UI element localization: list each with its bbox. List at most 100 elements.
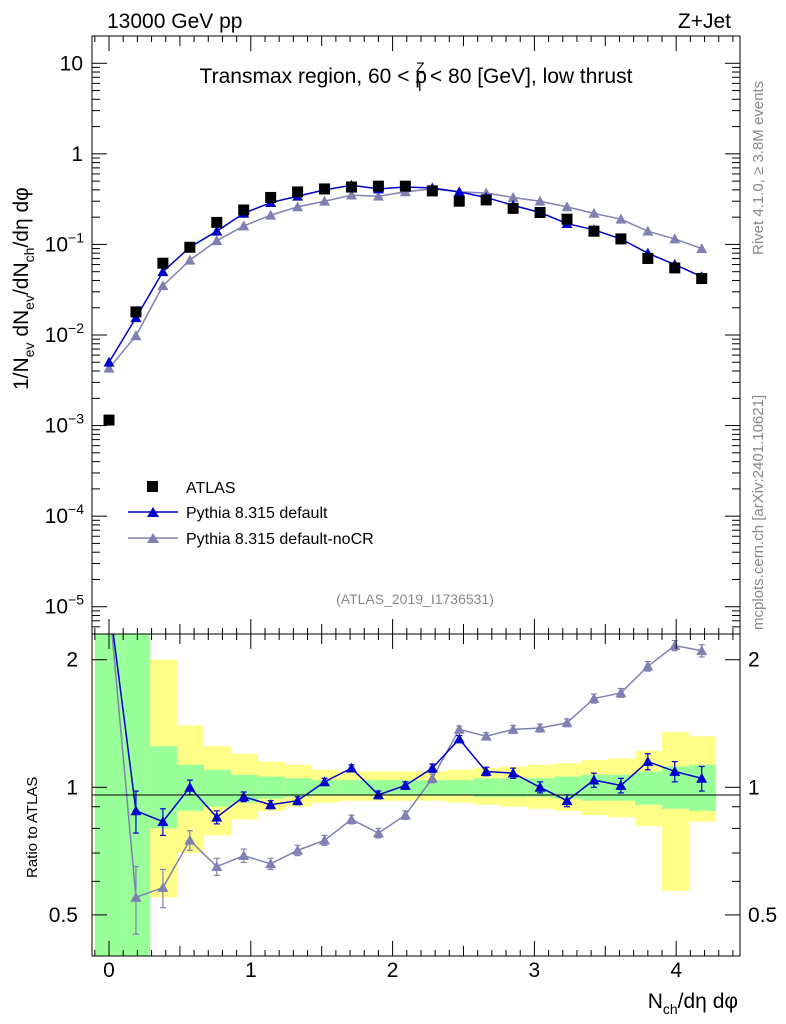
band-inner-bin	[284, 778, 312, 797]
main-atlas-point	[345, 181, 357, 193]
ratio-nocr-point	[426, 772, 438, 783]
main-atlas-point	[103, 414, 115, 426]
band-inner-bin	[338, 780, 366, 795]
legend-nocr-label: Pythia 8.315 default-noCR	[186, 531, 374, 548]
ratio-default-point	[157, 816, 169, 827]
main-nocr-point	[345, 189, 357, 200]
main-y-tick-label: 10−3	[45, 411, 85, 438]
main-nocr-point	[615, 213, 627, 224]
ratio-nocr-point	[507, 723, 519, 734]
band-inner-bin	[500, 778, 528, 797]
band-inner-bin	[446, 780, 474, 795]
uncertainty-bands	[94, 634, 716, 956]
energy-label: 13000 GeV pp	[107, 10, 242, 33]
main-nocr-point	[238, 220, 250, 231]
band-inner-bin	[365, 780, 393, 795]
main-atlas-point	[696, 273, 708, 285]
main-default-point	[103, 356, 115, 367]
main-atlas-point	[669, 262, 681, 274]
ratio-default-point	[507, 767, 519, 778]
plot-title: Transmax region, 60 < pZ T < 80 [GeV], lo…	[200, 59, 633, 94]
mcplots-source-label: mcplots.cern.ch [arXiv:2401.10621]	[750, 395, 767, 630]
ratio-default-point	[399, 779, 411, 790]
x-tick-label: 3	[529, 959, 541, 982]
main-atlas-point	[319, 183, 331, 195]
ratio-nocr-point	[615, 687, 627, 698]
ratio-nocr-point	[372, 827, 384, 838]
main-atlas-point	[399, 180, 411, 192]
main-atlas-point	[184, 241, 196, 253]
ratio-nocr-point	[130, 891, 142, 902]
rivet-version-label: Rivet 4.1.0, ≥ 3.8M events	[750, 81, 767, 255]
main-atlas-point	[615, 233, 627, 245]
legend-default-label: Pythia 8.315 default	[186, 505, 328, 522]
ratio-default-point	[615, 779, 627, 790]
ratio-default-point	[211, 811, 223, 822]
main-series-layer	[103, 179, 708, 426]
main-y-tick-label: 10−2	[45, 320, 85, 347]
legend-nocr-marker	[147, 533, 159, 543]
main-atlas-point	[480, 194, 492, 206]
ratio-nocr-point	[157, 882, 169, 893]
main-y-tick-label: 10−4	[45, 501, 85, 528]
band-inner-bin	[150, 746, 178, 829]
process-label: Z+Jet	[678, 10, 731, 33]
ratio-nocr-point	[184, 834, 196, 845]
ratio-series-layer	[104, 595, 708, 935]
band-inner-bin	[635, 771, 663, 805]
ratio-default-point	[426, 762, 438, 773]
legend-atlas-label: ATLAS	[186, 480, 236, 497]
ratio-y-tick-label-right: 2	[748, 649, 760, 672]
ratio-nocr-point	[696, 645, 708, 656]
ratio-default-point	[642, 756, 654, 766]
main-atlas-point	[211, 216, 223, 228]
main-nocr-point	[507, 191, 519, 202]
ratio-default-point	[696, 772, 708, 783]
axis-ticks	[92, 35, 740, 956]
ratio-default-point	[319, 776, 331, 787]
x-axis-title: Nch/dη dφ	[648, 990, 738, 1017]
main-atlas-point	[534, 207, 546, 219]
main-default-point	[211, 225, 223, 236]
main-atlas-point	[265, 191, 277, 203]
ratio-default-point	[534, 781, 546, 792]
main-nocr-point	[103, 362, 115, 373]
x-tick-label: 0	[103, 959, 115, 982]
legend-atlas-marker	[147, 481, 158, 492]
ratio-default-point	[238, 791, 250, 802]
ratio-y-tick-label-left: 0.5	[49, 904, 78, 927]
main-nocr-point	[319, 195, 331, 206]
ratio-default-point	[453, 733, 465, 744]
ratio-nocr-point	[642, 660, 654, 671]
main-nocr-point	[292, 201, 304, 212]
analysis-watermark: (ATLAS_2019_I1736531)	[336, 591, 494, 607]
main-nocr-point	[157, 280, 169, 291]
ratio-default-point	[265, 799, 277, 810]
legend: ATLAS Pythia 8.315 default Pythia 8.315 …	[128, 480, 374, 548]
main-nocr-point	[561, 201, 573, 212]
band-inner-bin	[688, 764, 716, 811]
main-y-tick-label: 10−1	[45, 229, 85, 256]
main-nocr-point	[372, 190, 384, 201]
ratio-y-tick-label-left: 2	[66, 649, 78, 672]
ratio-nocr-point	[292, 844, 304, 855]
band-outer-bin	[662, 732, 689, 891]
band-inner-bin	[204, 769, 231, 807]
ratio-nocr-point	[561, 717, 573, 728]
main-atlas-point	[372, 180, 384, 192]
main-y-tick-label: 10	[60, 52, 83, 75]
ratio-default-point	[480, 765, 492, 776]
main-nocr-point	[642, 225, 654, 236]
ratio-default-point	[184, 781, 196, 792]
ratio-nocr-point	[588, 693, 600, 703]
ratio-y-tick-label-left: 1	[66, 776, 78, 799]
band-inner-bin	[473, 778, 501, 797]
ratio-default-point	[104, 595, 115, 605]
main-y-tick-label: 1	[71, 143, 83, 166]
band-inner-bin	[554, 776, 582, 799]
main-atlas-point	[130, 306, 142, 318]
band-inner-bin	[311, 780, 339, 795]
ratio-default-point	[292, 795, 304, 806]
main-nocr-line	[108, 188, 702, 369]
